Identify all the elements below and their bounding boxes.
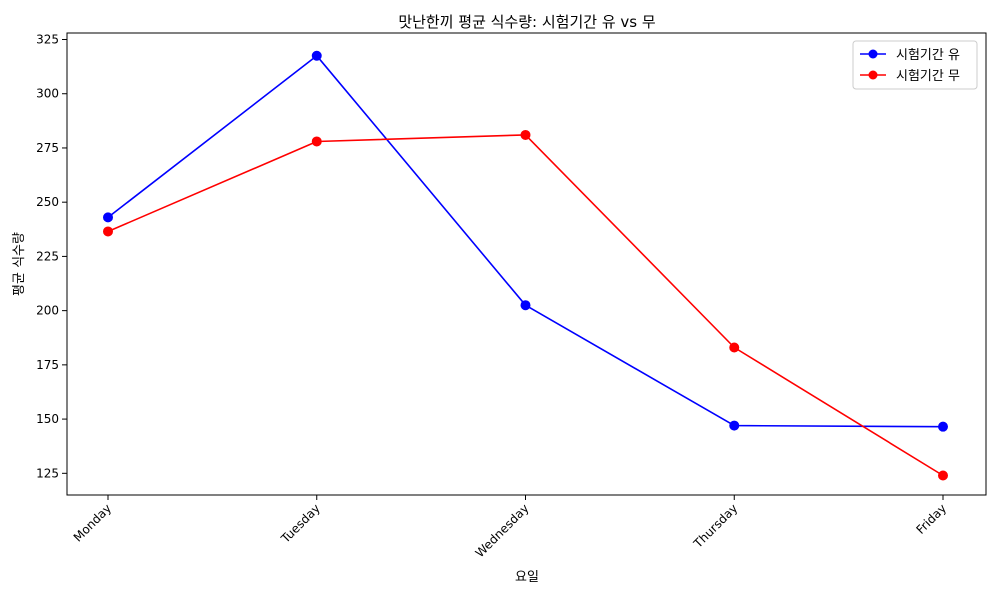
data-point — [520, 129, 531, 140]
data-point — [938, 470, 948, 481]
legend-label: 시험기간 무 — [896, 69, 960, 84]
y-tick-label: 275 — [36, 141, 59, 155]
data-point — [103, 226, 113, 237]
y-tick-label: 125 — [36, 466, 59, 480]
legend-marker — [868, 49, 878, 59]
series-1 — [103, 50, 948, 432]
y-tick-label: 250 — [36, 195, 59, 209]
y-axis: 125 150 175 200 225 250 275 300 325 — [36, 33, 67, 480]
data-point — [311, 50, 322, 61]
plot-frame — [66, 32, 987, 496]
y-tick-label: 175 — [36, 358, 59, 372]
data-point — [520, 300, 531, 311]
chart-title: 맛난한끼 평균 식수량: 시험기간 유 vs 무 — [398, 13, 656, 31]
y-tick-label: 300 — [36, 87, 59, 101]
y-tick-label: 200 — [36, 304, 59, 318]
y-tick-label: 225 — [36, 249, 59, 263]
legend-box — [852, 40, 978, 90]
legend-label: 시험기간 유 — [896, 48, 960, 63]
series-layer — [103, 50, 948, 481]
y-tick-label: 325 — [36, 33, 59, 47]
data-point — [729, 342, 740, 353]
y-tick-label: 150 — [36, 412, 59, 426]
data-point — [729, 420, 740, 431]
series-2 — [103, 129, 948, 481]
data-point — [938, 421, 948, 432]
legend-marker — [868, 70, 878, 80]
data-point — [311, 136, 322, 147]
x-axis-label: 요일 — [515, 570, 539, 585]
y-axis-label: 평균 식수량 — [12, 232, 27, 296]
data-point — [103, 212, 113, 223]
